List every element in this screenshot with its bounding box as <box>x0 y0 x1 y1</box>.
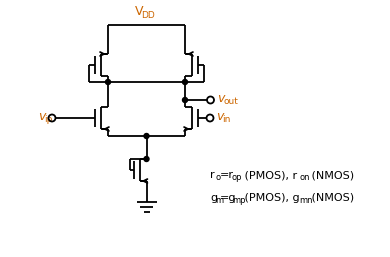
Text: V: V <box>135 5 144 18</box>
Text: op: op <box>232 173 243 182</box>
Text: (PMOS), r: (PMOS), r <box>241 170 297 180</box>
Circle shape <box>144 157 149 161</box>
Text: v: v <box>216 111 223 124</box>
Circle shape <box>144 133 149 139</box>
Circle shape <box>183 79 188 85</box>
Text: (PMOS), g: (PMOS), g <box>241 193 300 203</box>
Text: o: o <box>215 173 220 182</box>
Text: DD: DD <box>142 11 155 20</box>
Text: in: in <box>222 115 230 124</box>
Text: r: r <box>210 170 215 180</box>
Text: (NMOS): (NMOS) <box>308 170 354 180</box>
Circle shape <box>106 79 110 85</box>
Text: out: out <box>223 97 238 106</box>
Text: v: v <box>38 111 45 124</box>
Text: mp: mp <box>232 196 245 205</box>
Text: g: g <box>210 193 217 203</box>
Text: v: v <box>217 93 224 106</box>
Text: m: m <box>215 196 223 205</box>
Circle shape <box>183 97 188 103</box>
Text: (NMOS): (NMOS) <box>308 193 354 203</box>
Text: on: on <box>299 173 310 182</box>
Text: mn: mn <box>299 196 312 205</box>
Text: ip: ip <box>44 115 52 124</box>
Text: =r: =r <box>220 170 234 180</box>
Text: =g: =g <box>220 193 236 203</box>
